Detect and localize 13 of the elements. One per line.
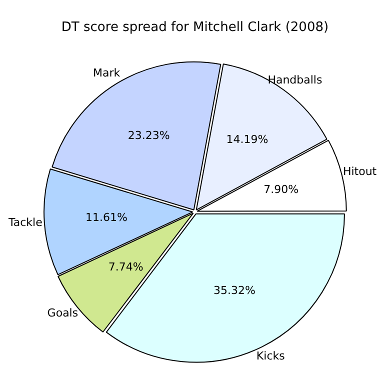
slice-label: Hitout [342,164,378,178]
data-label: 35.32% [214,284,256,298]
data-label: 7.90% [264,182,299,196]
slice-label: Goals [47,306,78,320]
data-label: 11.61% [85,210,128,224]
chart-title: DT score spread for Mitchell Clark (2008) [61,20,329,36]
data-label: 7.74% [108,260,144,274]
data-label: 14.19% [226,132,268,146]
slice-label: Mark [92,66,121,80]
slice-label: Kicks [256,350,286,363]
slice-label: Handballs [268,74,322,87]
slice-label: Tackle [7,216,43,230]
data-label: 23.23% [128,128,170,142]
